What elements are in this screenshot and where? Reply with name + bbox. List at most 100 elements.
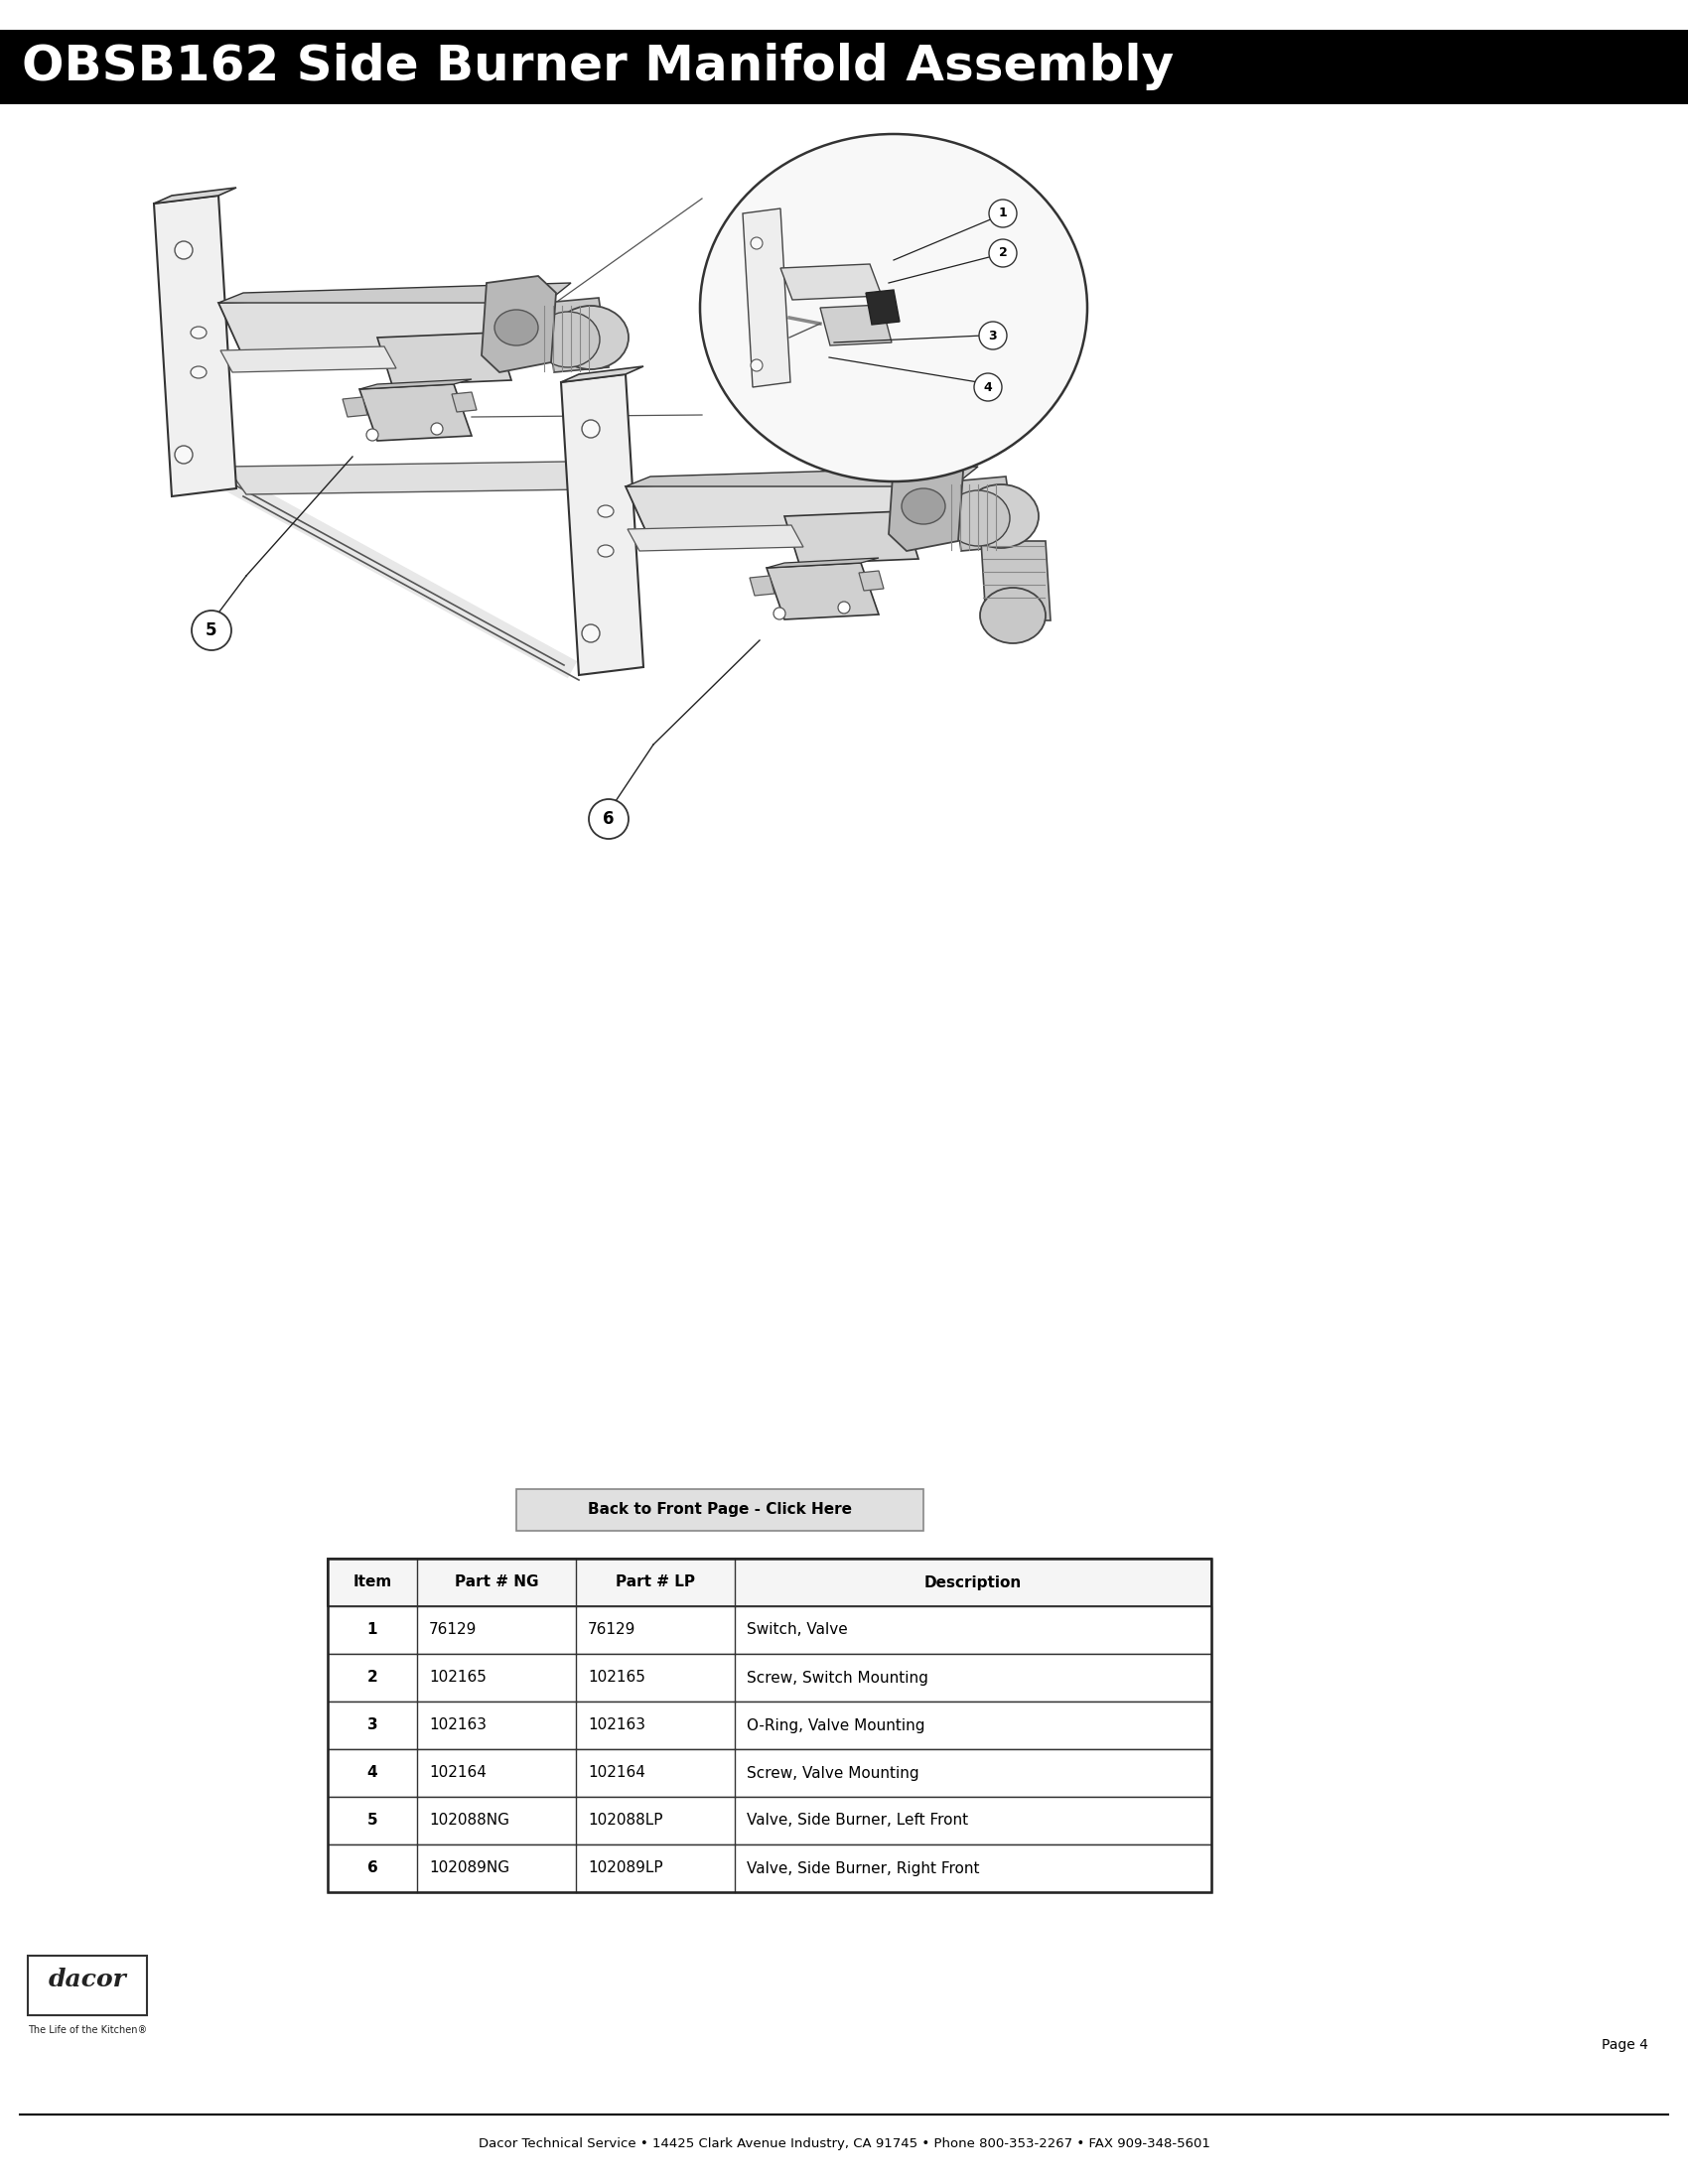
Text: Dacor Technical Service • 14425 Clark Avenue Industry, CA 91745 • Phone 800-353-: Dacor Technical Service • 14425 Clark Av… — [478, 2138, 1210, 2151]
Polygon shape — [628, 524, 803, 550]
Text: 76129: 76129 — [587, 1623, 636, 1638]
Circle shape — [582, 625, 599, 642]
Bar — [327, 1559, 1212, 1605]
Text: 102163: 102163 — [587, 1719, 645, 1732]
Polygon shape — [626, 476, 977, 542]
Polygon shape — [452, 393, 476, 413]
Ellipse shape — [191, 367, 206, 378]
Text: The Life of the Kitchen®: The Life of the Kitchen® — [27, 2025, 147, 2035]
Circle shape — [751, 238, 763, 249]
Text: Valve, Side Burner, Left Front: Valve, Side Burner, Left Front — [746, 1813, 969, 1828]
Polygon shape — [218, 293, 571, 358]
Text: OBSB162 Side Burner Manifold Assembly: OBSB162 Side Burner Manifold Assembly — [22, 44, 1173, 90]
Text: Back to Front Page - Click Here: Back to Front Page - Click Here — [587, 1503, 852, 1518]
Text: 3: 3 — [989, 330, 998, 343]
Polygon shape — [218, 284, 571, 304]
Text: Switch, Valve: Switch, Valve — [746, 1623, 847, 1638]
Ellipse shape — [537, 312, 599, 367]
Text: 102163: 102163 — [429, 1719, 486, 1732]
Circle shape — [989, 199, 1016, 227]
Polygon shape — [780, 264, 881, 299]
Text: 102089NG: 102089NG — [429, 1861, 510, 1876]
Text: 3: 3 — [366, 1719, 378, 1732]
Ellipse shape — [598, 546, 614, 557]
Bar — [327, 1701, 1212, 1749]
Circle shape — [366, 428, 378, 441]
Bar — [517, 1489, 923, 1531]
Circle shape — [751, 360, 763, 371]
Bar — [327, 1797, 1212, 1845]
Ellipse shape — [495, 310, 538, 345]
Text: 102088NG: 102088NG — [429, 1813, 510, 1828]
Ellipse shape — [947, 491, 1009, 546]
Polygon shape — [360, 384, 471, 441]
Polygon shape — [360, 380, 471, 389]
Text: 102088LP: 102088LP — [587, 1813, 663, 1828]
Text: 102164: 102164 — [429, 1765, 486, 1780]
Polygon shape — [544, 297, 609, 371]
Text: 102165: 102165 — [429, 1671, 486, 1686]
Text: 6: 6 — [366, 1861, 378, 1876]
Polygon shape — [749, 577, 775, 596]
Ellipse shape — [554, 306, 628, 369]
Bar — [27, 1955, 147, 2016]
Ellipse shape — [191, 328, 206, 339]
Polygon shape — [560, 373, 643, 675]
Polygon shape — [820, 306, 891, 345]
Polygon shape — [743, 207, 790, 387]
Bar — [327, 1605, 1212, 1653]
Text: 102165: 102165 — [587, 1671, 645, 1686]
Circle shape — [176, 446, 192, 463]
Polygon shape — [766, 557, 879, 568]
Polygon shape — [221, 347, 397, 371]
Polygon shape — [766, 563, 879, 620]
Ellipse shape — [981, 587, 1045, 644]
Text: Valve, Side Burner, Right Front: Valve, Side Burner, Right Front — [746, 1861, 979, 1876]
Circle shape — [974, 373, 1003, 402]
Polygon shape — [888, 454, 964, 550]
Text: Part # LP: Part # LP — [616, 1575, 695, 1590]
Circle shape — [837, 601, 851, 614]
Text: dacor: dacor — [49, 1968, 127, 1992]
Text: 4: 4 — [366, 1765, 378, 1780]
Circle shape — [773, 607, 785, 620]
Polygon shape — [378, 332, 511, 384]
Text: Item: Item — [353, 1575, 392, 1590]
Circle shape — [430, 424, 442, 435]
Text: Part # NG: Part # NG — [454, 1575, 538, 1590]
Polygon shape — [226, 461, 586, 494]
Text: 2: 2 — [999, 247, 1008, 260]
Ellipse shape — [701, 133, 1087, 480]
Text: 6: 6 — [603, 810, 614, 828]
Text: 1: 1 — [999, 207, 1008, 221]
Circle shape — [176, 240, 192, 260]
Text: Screw, Switch Mounting: Screw, Switch Mounting — [746, 1671, 928, 1686]
Text: 102089LP: 102089LP — [587, 1861, 663, 1876]
Text: Screw, Valve Mounting: Screw, Valve Mounting — [746, 1765, 918, 1780]
Text: 102164: 102164 — [587, 1765, 645, 1780]
Ellipse shape — [598, 505, 614, 518]
Text: 2: 2 — [366, 1671, 378, 1686]
Bar — [0, 31, 1688, 105]
Polygon shape — [154, 197, 236, 496]
Bar — [327, 1749, 1212, 1797]
Polygon shape — [481, 275, 555, 371]
Bar — [327, 1845, 1212, 1891]
Text: O-Ring, Valve Mounting: O-Ring, Valve Mounting — [746, 1719, 925, 1732]
Text: 5: 5 — [206, 622, 218, 640]
Polygon shape — [859, 570, 885, 590]
Polygon shape — [866, 290, 900, 325]
Bar — [327, 1559, 1212, 1891]
Circle shape — [582, 419, 599, 437]
Bar — [327, 1653, 1212, 1701]
Ellipse shape — [964, 485, 1038, 548]
Text: 4: 4 — [984, 380, 993, 393]
Text: Page 4: Page 4 — [1602, 2038, 1647, 2053]
Circle shape — [589, 799, 628, 839]
Text: 76129: 76129 — [429, 1623, 478, 1638]
Polygon shape — [154, 188, 236, 203]
Polygon shape — [952, 476, 1016, 550]
Polygon shape — [343, 397, 368, 417]
Text: 1: 1 — [366, 1623, 378, 1638]
Text: 5: 5 — [366, 1813, 378, 1828]
